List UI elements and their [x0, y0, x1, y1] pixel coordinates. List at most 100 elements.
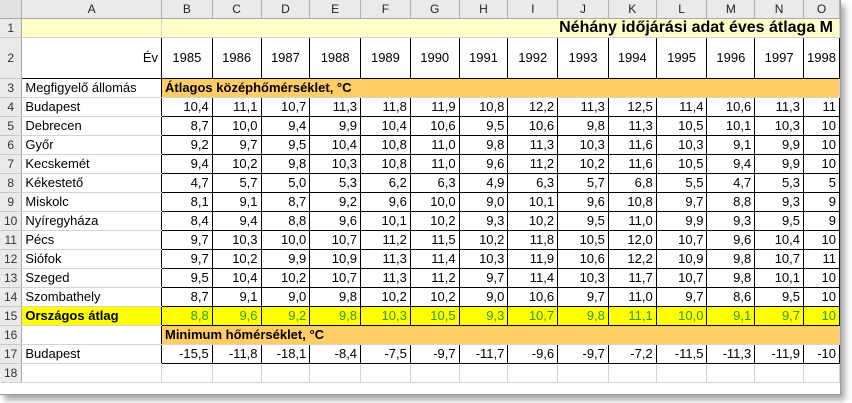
value-cell[interactable]: 11,3 [309, 97, 362, 117]
value-cell[interactable]: 10 [803, 135, 840, 155]
value-cell[interactable]: 10,7 [655, 268, 708, 288]
value-cell[interactable]: 10,3 [557, 135, 609, 155]
value-cell[interactable]: 9,8 [309, 287, 362, 307]
value-cell[interactable]: 10,2 [409, 211, 460, 231]
value-cell[interactable]: 10,6 [409, 116, 460, 136]
year-cell[interactable]: 1985 [160, 37, 213, 79]
value-cell[interactable]: -7,5 [360, 344, 411, 364]
cell[interactable] [754, 363, 805, 383]
station-name-cell[interactable]: Debrecen [21, 116, 162, 136]
value-cell[interactable]: 10,6 [507, 116, 559, 136]
value-cell[interactable]: 9,5 [754, 211, 805, 231]
value-cell[interactable]: 9,0 [458, 287, 509, 307]
station-header-cell[interactable]: Megfigyelő állomás [21, 78, 162, 98]
value-cell[interactable]: 11,6 [607, 135, 657, 155]
row-header[interactable]: 2 [0, 37, 23, 79]
value-cell[interactable]: 11,3 [360, 249, 411, 269]
value-cell[interactable]: 10,3 [655, 135, 708, 155]
value-cell[interactable]: 10,0 [211, 116, 262, 136]
value-cell[interactable]: 9,7 [655, 287, 708, 307]
year-label-cell[interactable]: Év [21, 37, 162, 79]
value-cell[interactable]: 10,6 [557, 249, 609, 269]
value-cell[interactable]: 4,9 [458, 173, 509, 193]
station-name-cell[interactable]: Kecskemét [21, 154, 162, 174]
value-cell[interactable]: 9,1 [706, 306, 756, 326]
value-cell[interactable]: 10,8 [607, 192, 657, 212]
value-cell[interactable]: 11,5 [409, 230, 460, 250]
column-header[interactable]: N [754, 0, 805, 19]
value-cell[interactable]: -10 [803, 344, 840, 364]
value-cell[interactable]: 10,7 [260, 97, 311, 117]
value-cell[interactable]: 9,1 [211, 192, 262, 212]
value-cell[interactable]: 10,2 [211, 249, 262, 269]
value-cell[interactable]: 12,0 [607, 230, 657, 250]
value-cell[interactable]: 10,3 [754, 116, 805, 136]
value-cell[interactable]: 9,5 [160, 268, 213, 288]
year-cell[interactable]: 1993 [557, 37, 609, 79]
value-cell[interactable]: 10,7 [309, 268, 362, 288]
cell[interactable] [212, 363, 262, 383]
year-cell[interactable]: 1990 [409, 37, 460, 79]
station-name-cell[interactable]: Budapest [21, 97, 162, 117]
year-cell[interactable]: 1991 [458, 37, 509, 79]
column-header[interactable]: L [656, 0, 708, 19]
value-cell[interactable]: 11,0 [607, 211, 657, 231]
value-cell[interactable]: 11,2 [409, 268, 460, 288]
value-cell[interactable]: 10,4 [211, 268, 262, 288]
value-cell[interactable]: 9,6 [309, 211, 362, 231]
value-cell[interactable]: 10,3 [557, 268, 609, 288]
column-header[interactable]: E [309, 0, 362, 19]
value-cell[interactable]: 10,7 [655, 230, 708, 250]
value-cell[interactable]: 5,7 [557, 173, 609, 193]
year-cell[interactable]: 1995 [655, 37, 708, 79]
value-cell[interactable]: 10 [803, 268, 840, 288]
value-cell[interactable]: 10,3 [309, 154, 362, 174]
value-cell[interactable]: 10,4 [754, 230, 805, 250]
value-cell[interactable]: 10,8 [360, 135, 411, 155]
section-title-average[interactable]: Átlagos középhőmérséklet, °C [161, 78, 840, 98]
value-cell[interactable]: 9,6 [211, 306, 262, 326]
sheet-title[interactable]: Néhány időjárási adat éves átlaga M [161, 18, 840, 38]
value-cell[interactable]: 11,3 [507, 135, 559, 155]
value-cell[interactable]: 5,0 [260, 173, 311, 193]
value-cell[interactable]: 9,3 [706, 211, 756, 231]
value-cell[interactable]: 10,3 [360, 306, 411, 326]
value-cell[interactable]: 5,7 [211, 173, 262, 193]
value-cell[interactable]: 10,8 [458, 97, 509, 117]
cell[interactable] [410, 363, 460, 383]
value-cell[interactable]: 6,3 [507, 173, 559, 193]
value-cell[interactable]: 10,4 [360, 116, 411, 136]
cell[interactable] [261, 363, 311, 383]
row-header[interactable]: 13 [0, 268, 23, 288]
value-cell[interactable]: 9,7 [458, 268, 509, 288]
value-cell[interactable]: 10,7 [754, 249, 805, 269]
value-cell[interactable]: 8,7 [260, 192, 311, 212]
value-cell[interactable]: 9 [803, 211, 840, 231]
value-cell[interactable]: 10,2 [211, 154, 262, 174]
row-header[interactable]: 7 [0, 154, 23, 174]
row-header[interactable]: 16 [0, 325, 23, 345]
value-cell[interactable]: -18,1 [260, 344, 311, 364]
value-cell[interactable]: -11,5 [655, 344, 708, 364]
value-cell[interactable]: 9,4 [160, 154, 213, 174]
value-cell[interactable]: 8,8 [706, 192, 756, 212]
column-header[interactable]: J [557, 0, 609, 19]
value-cell[interactable]: 4,7 [706, 173, 756, 193]
value-cell[interactable]: -9,7 [557, 344, 609, 364]
row-header[interactable]: 11 [0, 230, 23, 250]
value-cell[interactable]: 11,9 [409, 97, 460, 117]
cell[interactable] [608, 363, 657, 383]
row-header[interactable]: 8 [0, 173, 23, 193]
value-cell[interactable]: 10,1 [706, 116, 756, 136]
value-cell[interactable]: 9,9 [655, 211, 708, 231]
column-header[interactable]: K [608, 0, 657, 19]
value-cell[interactable]: -9,7 [409, 344, 460, 364]
value-cell[interactable]: 10,5 [557, 230, 609, 250]
value-cell[interactable]: 11 [803, 97, 840, 117]
year-cell[interactable]: 1988 [309, 37, 362, 79]
value-cell[interactable]: 9,1 [706, 135, 756, 155]
value-cell[interactable]: -8,4 [309, 344, 362, 364]
value-cell[interactable]: 10 [803, 230, 840, 250]
value-cell[interactable]: 9,7 [160, 249, 213, 269]
row-header[interactable]: 15 [0, 306, 23, 326]
